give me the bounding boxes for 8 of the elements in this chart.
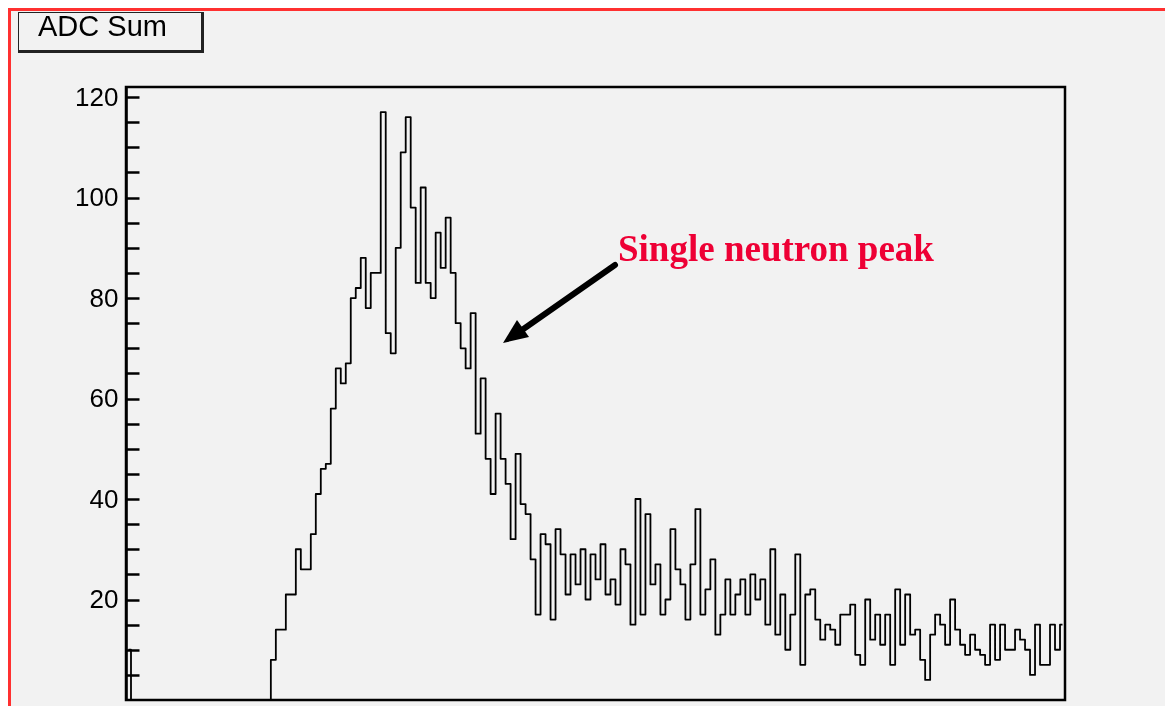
y-tick-label: 100 — [75, 182, 119, 213]
chart-title: ADC Sum — [38, 10, 167, 43]
y-tick-label: 120 — [75, 81, 119, 112]
y-tick-label: 80 — [89, 282, 119, 313]
y-tick-label: 40 — [89, 483, 119, 514]
y-tick-label: 60 — [89, 383, 119, 414]
annotation: Single neutron peak — [618, 228, 935, 269]
y-tick-label: 20 — [89, 584, 119, 615]
